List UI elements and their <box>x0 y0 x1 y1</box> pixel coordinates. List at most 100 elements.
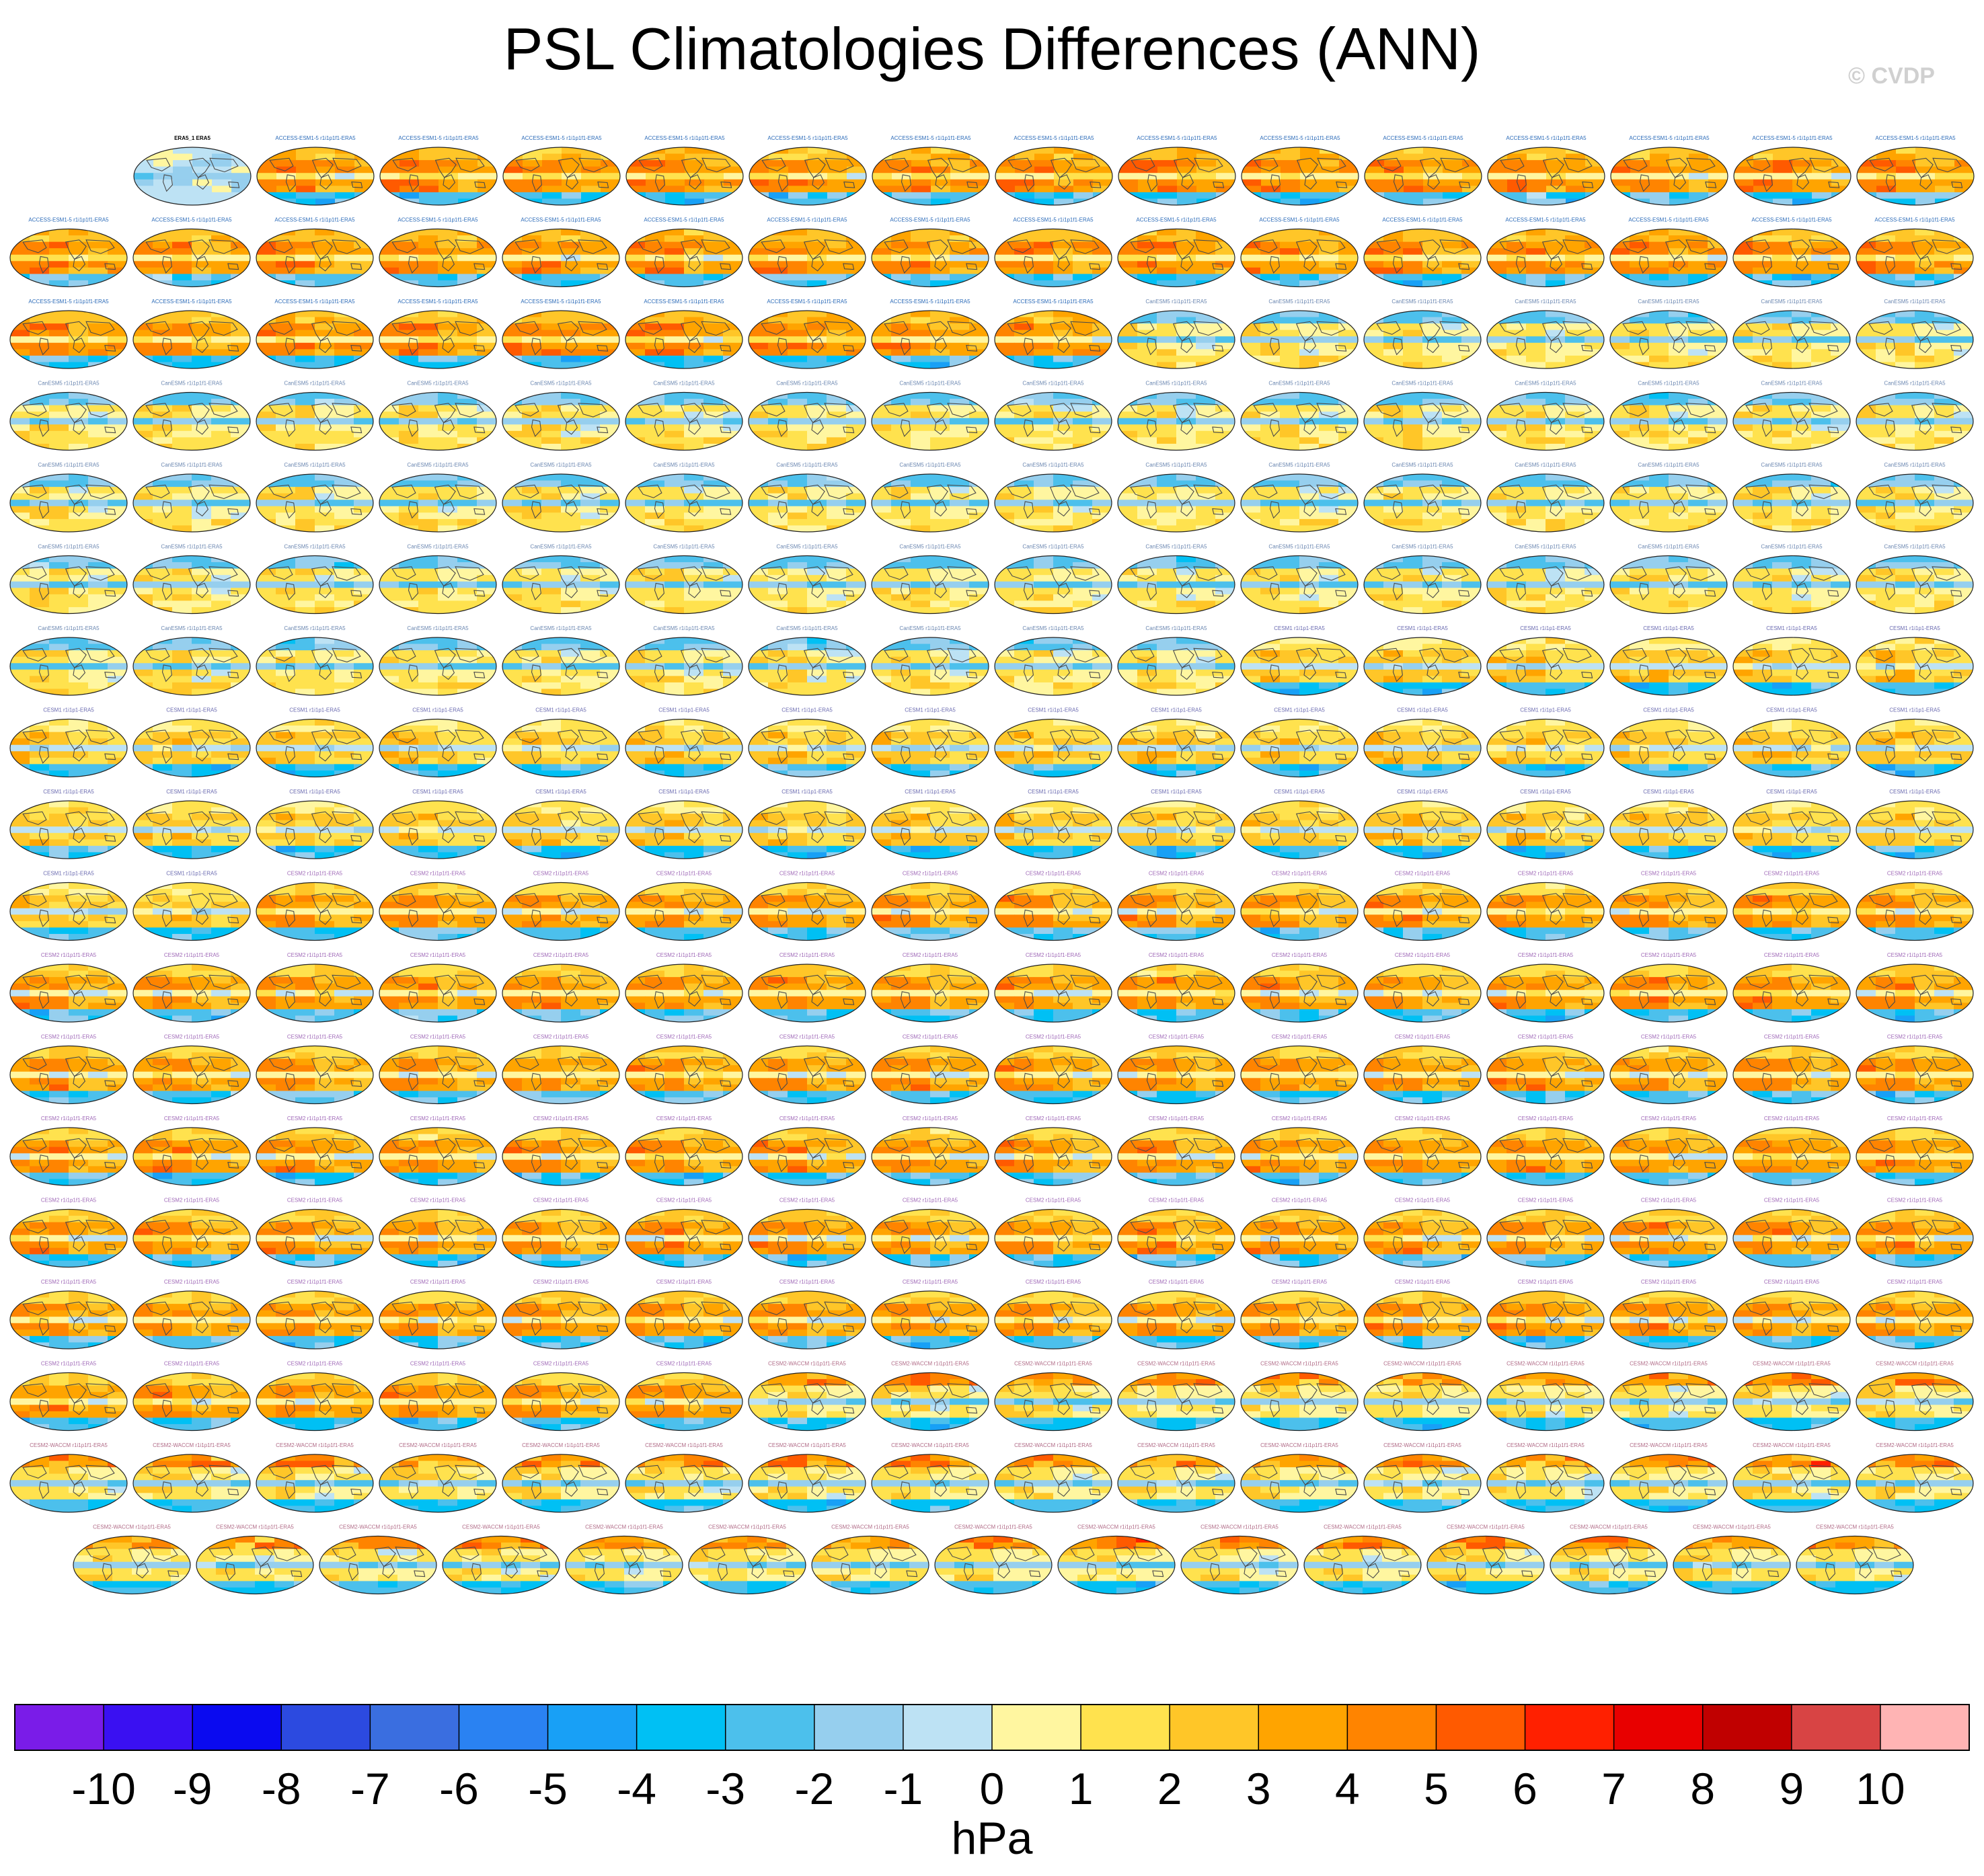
map-cell <box>600 362 619 368</box>
coastline <box>319 174 333 190</box>
map-cell <box>49 500 69 507</box>
map-cell <box>600 493 619 500</box>
map-cell <box>1196 329 1216 337</box>
map-cell <box>561 487 581 494</box>
map-cell <box>1915 166 1936 173</box>
map-cell <box>1565 518 1585 526</box>
map-cell <box>1733 267 1753 274</box>
map-cell <box>133 329 153 337</box>
map-cell <box>108 568 127 576</box>
map-cell <box>1753 443 1773 451</box>
map-cell <box>211 229 231 236</box>
map-cell <box>457 254 478 262</box>
map-cell <box>133 506 153 513</box>
map-cell <box>1954 186 1974 193</box>
map-cell <box>827 525 847 532</box>
map-cell <box>379 248 399 256</box>
map-cell <box>930 274 950 281</box>
map-cell <box>950 412 970 419</box>
map-cell <box>911 267 931 274</box>
map-cell <box>827 430 847 438</box>
map-cell <box>1364 493 1384 500</box>
map-cell <box>1954 147 1974 155</box>
map-cell <box>276 323 296 331</box>
map-cell <box>334 336 354 344</box>
map-cell <box>1461 355 1481 362</box>
coastline <box>1459 182 1471 188</box>
coastline <box>681 157 703 178</box>
map-cell <box>108 241 127 249</box>
map-cell <box>1137 362 1157 368</box>
map-cell <box>1176 342 1196 350</box>
map-cell <box>580 474 601 481</box>
map-cell <box>1118 512 1138 520</box>
map-cell <box>1260 323 1281 331</box>
map-border <box>1486 473 1605 533</box>
map-cell <box>457 474 478 481</box>
map-cell <box>418 443 438 451</box>
map-cell <box>256 480 276 487</box>
map-cell <box>1281 198 1301 205</box>
map-cell <box>1734 186 1754 193</box>
map-cell <box>625 267 646 274</box>
map-cell <box>665 147 685 155</box>
map-cell <box>1856 430 1876 438</box>
map-panel-title: ACCESS-ESM1-5 r1i1p1f1-ERA5 <box>1259 217 1340 223</box>
map-cell <box>1954 500 1973 507</box>
map-cell <box>231 512 250 520</box>
map-cell <box>335 160 355 167</box>
map-cell <box>703 329 724 337</box>
map-cell <box>561 229 581 236</box>
map-cell <box>808 173 828 180</box>
map-cell <box>108 518 127 526</box>
map-cell <box>1831 355 1850 362</box>
map-cell <box>1753 160 1773 167</box>
map-cell <box>625 261 646 268</box>
map-cell <box>1565 336 1585 344</box>
map-cell <box>1831 493 1850 500</box>
map-cell <box>723 336 742 344</box>
map-cell <box>1895 506 1915 513</box>
map-cell <box>1688 261 1708 268</box>
map-cell <box>108 274 127 281</box>
map-cell <box>969 430 989 438</box>
map-cell <box>1157 235 1177 243</box>
map-cell <box>379 349 399 356</box>
map-cell <box>1215 342 1235 350</box>
map-cell <box>1118 186 1139 193</box>
map-cell <box>10 311 30 318</box>
map-cell <box>1280 261 1300 268</box>
coastline <box>1745 239 1770 253</box>
map-panel: CanESM5 r1i1p1f1-ERA5 <box>1732 299 1851 369</box>
map-cell <box>1053 506 1073 513</box>
map-cell <box>354 474 373 481</box>
map-cell <box>950 437 970 444</box>
map-cell <box>1157 399 1177 406</box>
map-cell <box>1157 267 1177 274</box>
map-cell <box>1649 241 1669 249</box>
map-cell <box>30 430 50 438</box>
map-panel-title: ACCESS-ESM1-5 r1i1p1f1-ERA5 <box>1506 135 1587 141</box>
map-cell <box>1792 474 1812 481</box>
coastline <box>1919 338 1932 354</box>
map-panel: ACCESS-ESM1-5 r1i1p1f1-ERA5 <box>748 299 866 369</box>
map-cell <box>1811 437 1831 444</box>
map-cell <box>419 160 439 167</box>
coastline <box>1172 403 1194 424</box>
map-panel: ACCESS-ESM1-5 r1i1p1f1-ERA5 <box>1240 217 1359 288</box>
map-cell <box>1487 274 1507 281</box>
map-cell <box>1053 412 1073 419</box>
map-cell <box>1688 487 1708 494</box>
map-cell <box>1669 274 1689 281</box>
map-cell <box>995 362 1015 368</box>
map-cell <box>172 399 192 406</box>
map-cell <box>1669 518 1689 526</box>
map-cell <box>379 317 399 324</box>
map-cell <box>192 412 212 419</box>
map-cell <box>625 430 646 438</box>
coastline <box>1622 403 1647 417</box>
map-cell <box>1708 267 1727 274</box>
map-cell <box>211 399 231 406</box>
map-cell <box>1299 254 1320 262</box>
map-cell <box>1831 267 1850 274</box>
